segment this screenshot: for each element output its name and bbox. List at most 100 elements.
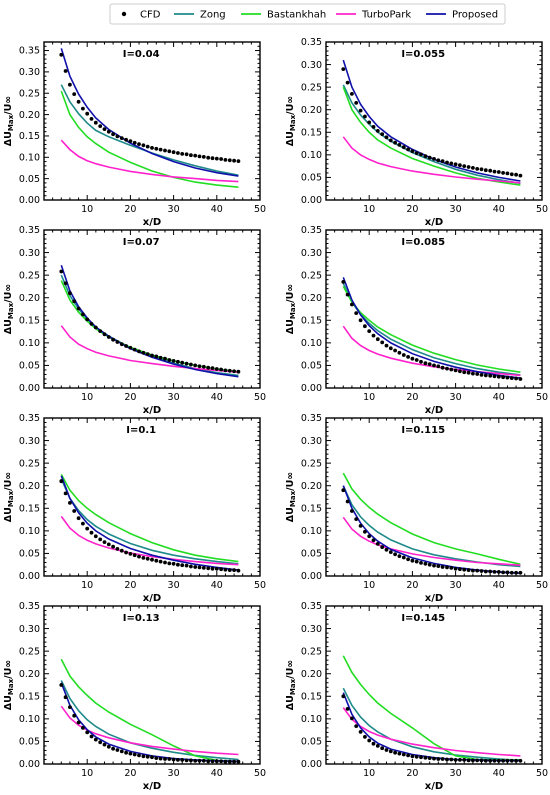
y-axis-label: ΔUMax/U∞ bbox=[3, 660, 15, 710]
cfd-point bbox=[106, 744, 111, 749]
y-tick-label: 0.15 bbox=[301, 127, 322, 138]
cfd-point bbox=[124, 344, 128, 348]
cfd-point bbox=[180, 758, 185, 762]
cfd-point bbox=[236, 759, 241, 764]
cfd-point bbox=[106, 542, 111, 547]
legend-label-zong: Zong bbox=[200, 10, 226, 21]
cfd-point bbox=[158, 559, 163, 564]
series-line-bastankhah bbox=[60, 474, 239, 563]
cfd-point bbox=[401, 555, 406, 560]
panel-title: I=0.145 bbox=[401, 613, 445, 624]
series-line-zong bbox=[60, 84, 239, 176]
cfd-point bbox=[419, 152, 423, 157]
series-line-bastankhah bbox=[60, 658, 239, 763]
cfd-point bbox=[85, 730, 90, 735]
cfd-point bbox=[128, 751, 133, 756]
cfd-point bbox=[518, 377, 523, 381]
cfd-point bbox=[423, 755, 428, 760]
y-tick-label: 0.05 bbox=[19, 361, 40, 372]
cfd-point bbox=[137, 753, 141, 758]
cfd-point bbox=[388, 346, 393, 351]
cfd-point bbox=[176, 758, 180, 762]
cfd-point bbox=[384, 748, 389, 752]
cfd-point bbox=[89, 530, 94, 535]
cfd-point bbox=[119, 136, 124, 141]
cfd-point bbox=[68, 501, 72, 505]
cfd-point bbox=[466, 370, 471, 375]
panel-title: I=0.13 bbox=[123, 613, 160, 624]
cfd-point bbox=[115, 340, 120, 344]
cfd-point bbox=[115, 134, 120, 139]
cfd-point bbox=[350, 716, 354, 721]
cfd-point bbox=[145, 754, 150, 759]
cfd-point bbox=[111, 132, 115, 137]
x-tick-label: 10 bbox=[363, 392, 375, 403]
series-line-zong bbox=[342, 84, 521, 185]
cfd-point bbox=[76, 306, 81, 311]
cfd-point bbox=[341, 694, 346, 699]
x-tick-label: 20 bbox=[124, 768, 136, 779]
x-tick-label: 30 bbox=[450, 580, 462, 591]
cfd-point bbox=[219, 157, 224, 161]
y-tick-label: 0.00 bbox=[19, 759, 40, 770]
cfd-point bbox=[132, 347, 137, 352]
cfd-point bbox=[171, 561, 176, 566]
cfd-point bbox=[232, 158, 237, 163]
cfd-point bbox=[154, 756, 159, 760]
panel-title: I=0.07 bbox=[123, 237, 160, 248]
cfd-point bbox=[197, 364, 202, 369]
cfd-point bbox=[375, 744, 380, 748]
cfd-point bbox=[219, 367, 224, 372]
cfd-point bbox=[501, 758, 505, 763]
y-tick-label: 0.15 bbox=[301, 315, 322, 326]
cfd-point bbox=[184, 758, 189, 763]
x-axis-label: x/D bbox=[425, 593, 443, 604]
cfd-point bbox=[453, 162, 458, 167]
cfd-point bbox=[163, 757, 167, 761]
cfd-point bbox=[449, 161, 454, 166]
cfd-point bbox=[236, 159, 241, 164]
series-line-turbopark bbox=[60, 325, 239, 373]
cfd-point bbox=[128, 552, 133, 556]
cfd-point bbox=[358, 108, 363, 113]
cfd-point bbox=[106, 335, 111, 339]
y-tick-label: 0.20 bbox=[19, 481, 40, 492]
cfd-point bbox=[518, 758, 523, 763]
cfd-point bbox=[371, 125, 376, 129]
y-tick-label: 0.20 bbox=[301, 669, 322, 680]
y-axis-label: ΔUMax/U∞ bbox=[285, 284, 297, 334]
cfd-point bbox=[466, 165, 471, 169]
x-axis-label: x/D bbox=[425, 405, 443, 416]
cfd-point bbox=[93, 120, 98, 125]
x-tick-label: 30 bbox=[168, 580, 180, 591]
legend-label-proposed: Proposed bbox=[452, 10, 498, 21]
cfd-point bbox=[111, 544, 115, 549]
axes-frame bbox=[325, 229, 543, 389]
cfd-point bbox=[384, 547, 389, 552]
cfd-point bbox=[341, 488, 346, 493]
cfd-point bbox=[492, 374, 497, 379]
cfd-point bbox=[63, 69, 68, 73]
cfd-point bbox=[206, 759, 211, 764]
y-tick-label: 0.35 bbox=[19, 601, 40, 612]
cfd-point bbox=[458, 163, 462, 168]
x-axis-label: x/D bbox=[143, 405, 161, 416]
cfd-point bbox=[488, 168, 493, 173]
cfd-point bbox=[354, 724, 359, 728]
legend-marker-cfd bbox=[121, 11, 127, 17]
cfd-point bbox=[150, 755, 154, 760]
cfd-point bbox=[102, 127, 107, 131]
x-tick-label: 10 bbox=[81, 204, 93, 215]
y-tick-label: 0.30 bbox=[301, 624, 322, 635]
cfd-point bbox=[81, 312, 85, 317]
cfd-point bbox=[219, 759, 224, 764]
x-tick-label: 30 bbox=[450, 204, 462, 215]
cfd-point bbox=[358, 730, 363, 734]
cfd-point bbox=[59, 52, 64, 57]
series-line-proposed bbox=[60, 48, 239, 177]
y-tick-label: 0.35 bbox=[301, 225, 322, 236]
cfd-point bbox=[397, 143, 402, 147]
panel-1: 10 20 30 40 50 0.00 0.05 0.10 0.15 0.20 0.25 0.30 0.… bbox=[3, 41, 266, 228]
cfd-point bbox=[466, 758, 471, 763]
cfd-point bbox=[479, 167, 484, 172]
